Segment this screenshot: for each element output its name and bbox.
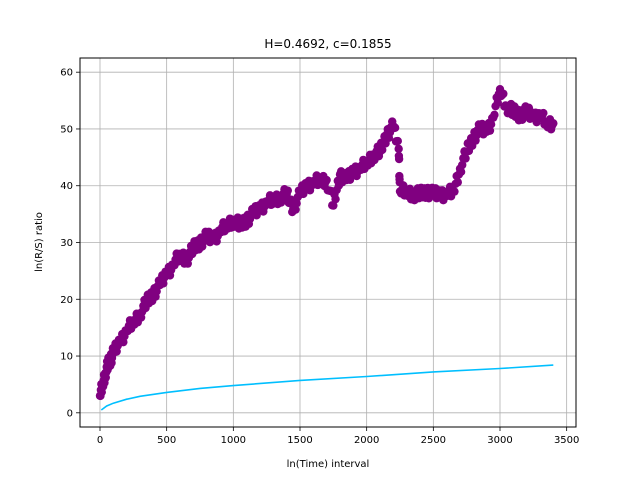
y-axis-label: ln(R/S) ratio [34,212,45,272]
y-tick-label: 0 [67,408,73,419]
scatter-point [450,187,459,196]
scatter-point [499,89,508,98]
scatter-point [493,98,502,107]
scatter-point [394,144,403,154]
y-tick-label: 20 [60,295,73,306]
scatter-point [378,145,387,155]
x-tick-label: 2500 [421,435,446,446]
scatter-point [179,248,188,257]
scatter-point [486,120,496,129]
scatter-point [485,126,495,135]
x-tick-label: 1500 [287,435,312,446]
y-tick-label: 10 [60,352,73,363]
x-tick-label: 3000 [487,435,512,446]
x-tick-label: 0 [97,435,103,446]
scatter-point [292,199,301,208]
scatter-point [549,119,558,128]
scatter-point [291,205,300,214]
x-tick-label: 2000 [354,435,379,446]
scatter-point [322,175,331,185]
ticks: 0 500 1000 1500 2000 2500 3000 3500 0 10 20 30 40 50 6… [60,68,579,446]
scatter-point [390,123,400,132]
plot-data [95,85,558,411]
scatter-point [393,136,402,146]
y-tick-label: 50 [60,124,73,135]
scatter-point [283,186,292,195]
scatter-point [461,154,470,163]
scatter-point [394,154,404,164]
scatter-point [331,194,340,204]
scatter-point [453,178,462,187]
scatter-point [490,110,499,120]
x-axis-label: ln(Time) interval [287,459,370,470]
fit-line [100,364,554,411]
scatter-point [458,160,467,170]
scatter-point [456,167,466,177]
grid [80,58,576,427]
x-tick-label: 500 [157,435,176,446]
x-tick-label: 1000 [221,435,246,446]
chart-title: H=0.4692, c=0.1855 [264,37,391,51]
scatter-point [329,201,338,210]
x-tick-label: 3500 [554,435,579,446]
scatter-point [539,108,548,118]
y-tick-label: 30 [60,238,73,249]
y-tick-label: 40 [60,181,73,192]
y-tick-label: 60 [60,68,73,79]
